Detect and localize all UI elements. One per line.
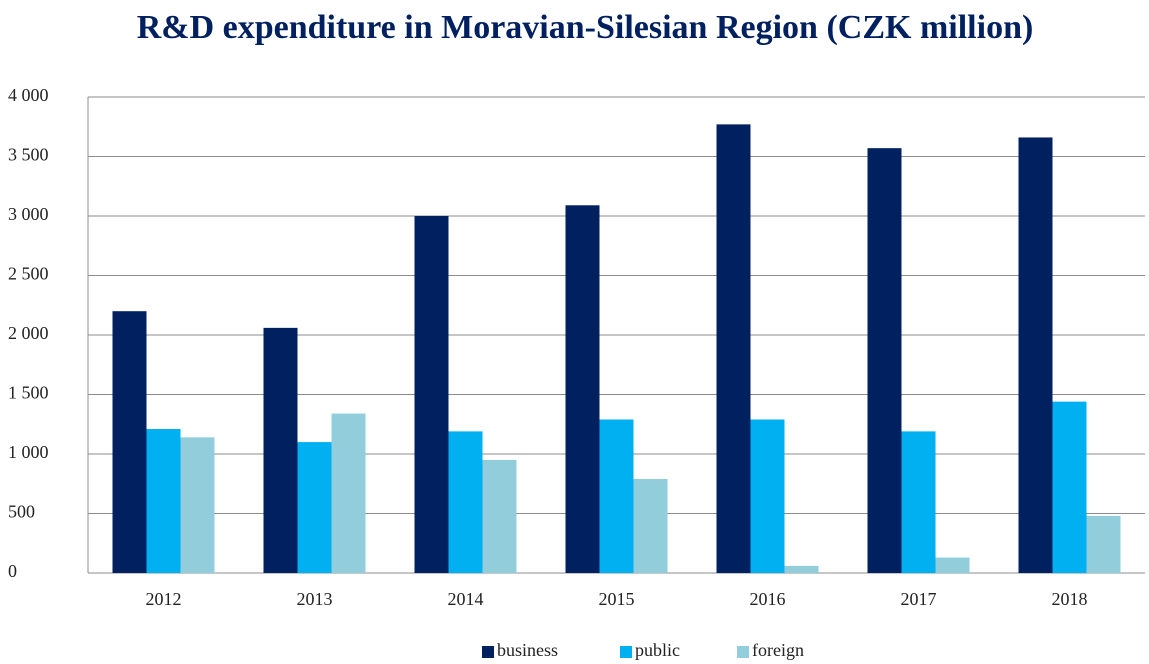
bar <box>784 565 819 573</box>
legend-swatch <box>737 646 749 658</box>
legend-label: business <box>497 640 558 660</box>
bar <box>867 148 902 574</box>
x-tick-label: 2016 <box>750 589 786 609</box>
bar <box>750 419 785 573</box>
bar <box>180 437 215 573</box>
y-tick-label: 3 500 <box>8 145 49 165</box>
bar <box>565 205 600 574</box>
x-tick-label: 2018 <box>1052 589 1088 609</box>
bar <box>1052 401 1087 573</box>
bar <box>112 311 147 573</box>
bar <box>263 327 298 573</box>
y-tick-label: 1 500 <box>8 383 49 403</box>
bar <box>1018 137 1053 573</box>
y-tick-label: 2 000 <box>8 323 49 343</box>
bar <box>146 429 181 573</box>
y-tick-label: 1 000 <box>8 442 49 462</box>
y-tick-label: 4 000 <box>8 85 49 105</box>
bar <box>633 478 668 573</box>
bar <box>414 216 449 573</box>
bar <box>482 459 517 573</box>
y-tick-label: 500 <box>8 502 35 522</box>
x-tick-label: 2012 <box>146 589 182 609</box>
bar <box>1086 515 1121 573</box>
y-tick-label: 3 000 <box>8 204 49 224</box>
legend-swatch <box>620 646 632 658</box>
y-tick-label: 0 <box>8 561 17 581</box>
bar <box>599 419 634 573</box>
legend-label: public <box>635 640 680 660</box>
x-tick-label: 2013 <box>297 589 333 609</box>
y-tick-label: 2 500 <box>8 264 49 284</box>
legend-swatch <box>482 646 494 658</box>
legend-label: foreign <box>752 640 804 660</box>
bar <box>331 413 366 573</box>
bar <box>935 557 970 573</box>
x-tick-label: 2014 <box>448 589 484 609</box>
x-tick-label: 2017 <box>901 589 937 609</box>
chart-title: R&D expenditure in Moravian-Silesian Reg… <box>136 9 1034 46</box>
bar <box>297 442 332 573</box>
x-tick-label: 2015 <box>599 589 635 609</box>
bar <box>716 124 751 574</box>
bar <box>901 431 936 573</box>
bar <box>448 431 483 573</box>
